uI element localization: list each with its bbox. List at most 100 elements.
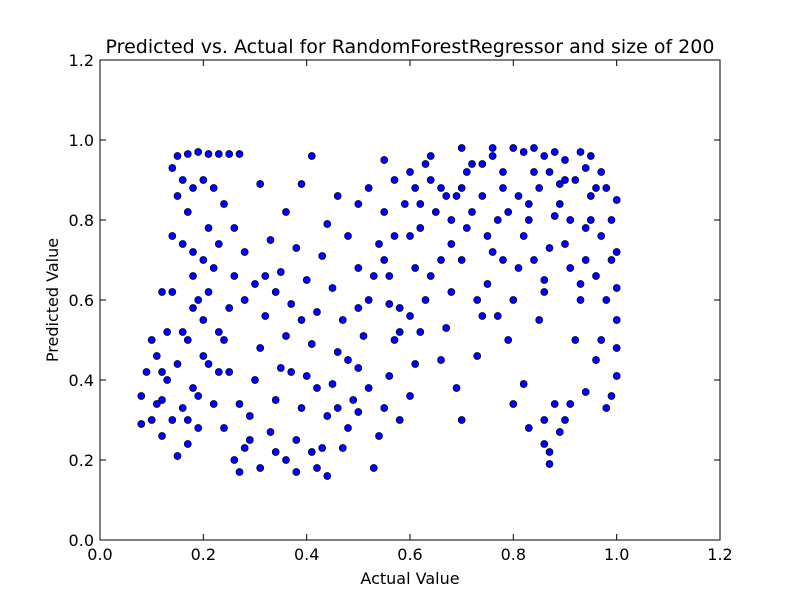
scatter-point xyxy=(576,148,585,156)
scatter-point xyxy=(488,144,497,152)
scatter-point xyxy=(282,208,290,216)
scatter-point xyxy=(235,468,244,476)
x-tick-label: 0.8 xyxy=(501,545,526,564)
scatter-point xyxy=(344,232,352,240)
scatter-point xyxy=(364,184,373,192)
scatter-point xyxy=(457,416,466,424)
y-tick-label: 0.0 xyxy=(69,531,94,550)
scatter-point xyxy=(354,264,363,272)
scatter-point xyxy=(540,440,549,448)
scatter-point xyxy=(493,216,502,224)
scatter-point xyxy=(431,208,440,216)
scatter-point xyxy=(550,148,559,156)
scatter-point xyxy=(240,296,249,304)
scatter-point xyxy=(245,412,254,420)
scatter-point xyxy=(437,356,445,364)
scatter-point xyxy=(158,432,166,440)
scatter-point xyxy=(426,176,435,184)
scatter-point xyxy=(158,396,166,404)
scatter-point xyxy=(581,164,590,172)
scatter-point xyxy=(137,420,146,428)
scatter-point xyxy=(524,424,533,432)
scatter-point xyxy=(395,416,404,424)
scatter-point xyxy=(230,272,239,280)
scatter-point xyxy=(504,208,513,216)
scatter-point xyxy=(545,168,554,176)
x-tick-label: 1.0 xyxy=(604,545,629,564)
scatter-point xyxy=(421,296,430,304)
scatter-point xyxy=(545,448,554,456)
scatter-point xyxy=(530,256,538,264)
scatter-point xyxy=(457,256,466,264)
scatter-point xyxy=(199,316,208,324)
scatter-point xyxy=(406,392,414,400)
scatter-point xyxy=(271,448,280,456)
scatter-point xyxy=(240,248,249,256)
scatter-point xyxy=(550,400,559,408)
scatter-point xyxy=(323,412,332,420)
scatter-point xyxy=(411,264,420,272)
scatter-point xyxy=(225,150,234,158)
scatter-point xyxy=(586,192,595,200)
scatter-point xyxy=(178,176,187,184)
scatter-point xyxy=(380,256,389,264)
scatter-point xyxy=(220,424,228,432)
x-tick-label: 0.6 xyxy=(397,545,422,564)
y-tick-label: 0.6 xyxy=(69,291,94,310)
scatter-point xyxy=(364,384,373,392)
scatter-point xyxy=(173,360,182,368)
scatter-point xyxy=(571,336,580,344)
scatter-point xyxy=(183,150,192,158)
scatter-point xyxy=(209,264,218,272)
scatter-point xyxy=(514,264,523,272)
x-tick-label: 0.0 xyxy=(87,545,112,564)
scatter-point xyxy=(338,316,347,324)
scatter-point xyxy=(313,384,321,392)
y-tick-label: 1.0 xyxy=(69,131,94,150)
scatter-point xyxy=(519,148,528,156)
scatter-point xyxy=(566,264,575,272)
scatter-point xyxy=(509,400,518,408)
scatter-point xyxy=(297,404,306,412)
scatter-point xyxy=(612,248,621,256)
scatter-point xyxy=(344,356,352,364)
scatter-point xyxy=(333,348,342,356)
scatter-point xyxy=(209,400,218,408)
scatter-point xyxy=(612,344,621,352)
scatter-point xyxy=(488,152,497,160)
scatter-point xyxy=(524,200,533,208)
scatter-point xyxy=(240,444,249,452)
scatter-point xyxy=(204,288,213,296)
scatter-point xyxy=(194,392,203,400)
scatter-point xyxy=(524,216,533,224)
scatter-point xyxy=(406,232,414,240)
scatter-point xyxy=(447,288,456,296)
scatter-point xyxy=(313,464,321,472)
scatter-point xyxy=(189,384,197,392)
scatter-point xyxy=(168,164,177,172)
scatter-point xyxy=(519,380,528,388)
scatter-point xyxy=(545,460,554,468)
scatter-point xyxy=(333,192,342,200)
scatter-point xyxy=(499,184,507,192)
scatter-point xyxy=(468,208,476,216)
scatter-point xyxy=(163,328,172,336)
scatter-point xyxy=(178,328,187,336)
scatter-point xyxy=(452,192,461,200)
scatter-point xyxy=(173,192,182,200)
scatter-point xyxy=(214,368,223,376)
scatter-point xyxy=(142,368,151,376)
scatter-point xyxy=(168,288,177,296)
scatter-point xyxy=(612,284,621,292)
scatter-point xyxy=(499,168,507,176)
scatter-point xyxy=(597,232,606,240)
points-layer xyxy=(137,144,621,480)
scatter-point xyxy=(592,272,600,280)
x-tick-label: 1.2 xyxy=(707,545,732,564)
scatter-point xyxy=(437,184,445,192)
scatter-point xyxy=(612,372,621,380)
scatter-point xyxy=(385,300,394,308)
chart-title: Predicted vs. Actual for RandomForestReg… xyxy=(106,36,715,58)
scatter-point xyxy=(230,456,239,464)
